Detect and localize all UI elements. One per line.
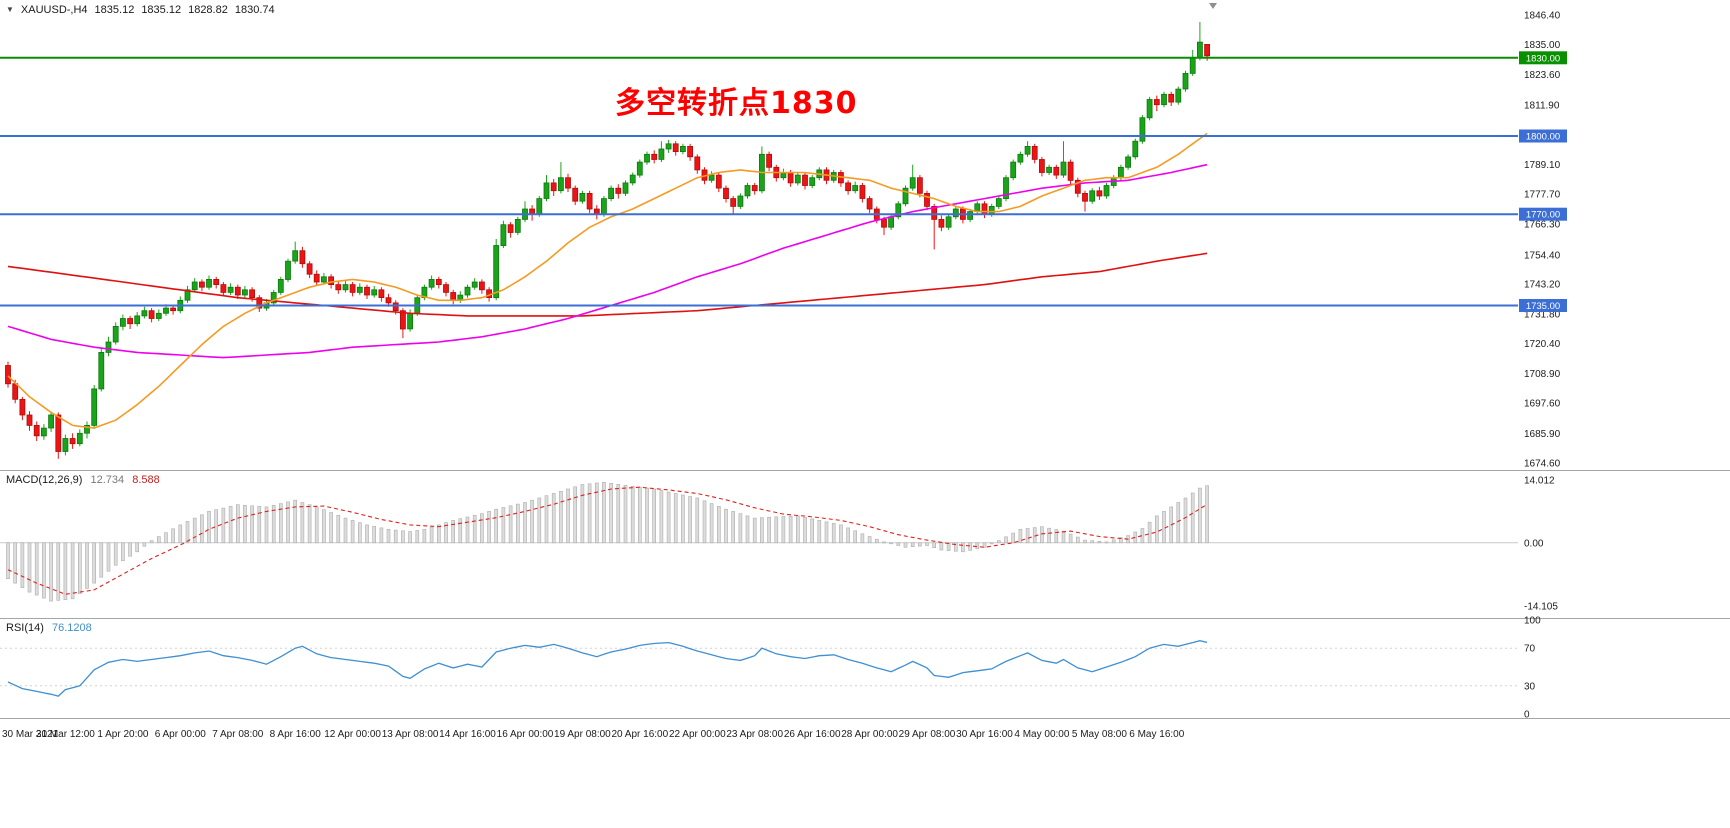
macd-indicator-label: MACD(12,26,9) 12.734 8.588 bbox=[6, 474, 160, 486]
macd-signal-line bbox=[7, 486, 1208, 595]
rsi-tick-label: 70 bbox=[1524, 644, 1536, 655]
time-tick-label: 28 Apr 00:00 bbox=[841, 729, 898, 740]
price-axis[interactable] bbox=[1518, 0, 1730, 718]
time-axis[interactable] bbox=[0, 718, 1730, 752]
price-tick-label: 1674.60 bbox=[1524, 459, 1561, 470]
rsi-tick-label: 100 bbox=[1524, 616, 1541, 627]
price-level-badge-label: 1800.00 bbox=[1526, 132, 1560, 143]
time-tick-label: 12 Apr 00:00 bbox=[324, 729, 381, 740]
price-panel[interactable] bbox=[0, 0, 1518, 470]
macd-name-label: MACD(12,26,9) bbox=[6, 474, 83, 486]
time-tick-label: 8 Apr 16:00 bbox=[270, 729, 322, 740]
price-level-badge-label: 1735.00 bbox=[1526, 301, 1560, 312]
time-tick-label: 6 May 16:00 bbox=[1129, 729, 1184, 740]
ma-fast-line bbox=[7, 132, 1208, 429]
time-tick-label: 16 Apr 00:00 bbox=[497, 729, 554, 740]
price-level-badge bbox=[1519, 207, 1567, 221]
macd-tick-label: 14.012 bbox=[1524, 476, 1555, 487]
price-tick-label: 1789.10 bbox=[1524, 160, 1561, 171]
macd-signal-value: 8.588 bbox=[132, 474, 160, 486]
ma-slow-line bbox=[7, 252, 1208, 317]
price-tick-label: 1720.40 bbox=[1524, 339, 1561, 350]
rsi-line bbox=[7, 640, 1208, 697]
price-tick-label: 1743.20 bbox=[1524, 280, 1561, 291]
price-tick-label: 1731.80 bbox=[1524, 309, 1561, 320]
price-level-badge-label: 1830.00 bbox=[1526, 53, 1560, 64]
price-tick-label: 1685.90 bbox=[1524, 429, 1561, 440]
ohlc-header: ▼ XAUUSD-,H4 1835.12 1835.12 1828.82 183… bbox=[6, 4, 275, 16]
time-tick-label: 20 Apr 16:00 bbox=[611, 729, 668, 740]
ohlc-open-value: 1835.12 bbox=[94, 4, 135, 16]
rsi-panel[interactable] bbox=[0, 618, 1518, 718]
rsi-tick-label: 0 bbox=[1524, 710, 1530, 721]
price-level-badge bbox=[1519, 129, 1567, 143]
price-level-badge-label: 1770.00 bbox=[1526, 210, 1560, 221]
ma-mid-line bbox=[7, 163, 1208, 359]
time-tick-label: 29 Apr 08:00 bbox=[899, 729, 956, 740]
time-tick-label: 30 Apr 16:00 bbox=[956, 729, 1013, 740]
candles-layer bbox=[5, 22, 1210, 459]
time-tick-label: 1 Apr 20:00 bbox=[97, 729, 149, 740]
time-tick-label: 7 Apr 08:00 bbox=[212, 729, 264, 740]
macd-panel[interactable] bbox=[0, 470, 1518, 618]
price-tick-label: 1846.40 bbox=[1524, 11, 1561, 22]
symbol-timeframe-label: XAUUSD-,H4 bbox=[20, 4, 88, 16]
chart-shift-marker-icon[interactable] bbox=[1209, 3, 1217, 9]
price-tick-label: 1811.90 bbox=[1524, 101, 1560, 112]
ohlc-high-value: 1835.12 bbox=[141, 4, 182, 16]
time-tick-label: 22 Apr 00:00 bbox=[669, 729, 726, 740]
time-tick-label: 13 Apr 08:00 bbox=[382, 729, 439, 740]
price-tick-label: 1835.00 bbox=[1524, 40, 1561, 51]
rsi-name-label: RSI(14) bbox=[6, 622, 44, 634]
time-tick-label: 6 Apr 00:00 bbox=[155, 729, 207, 740]
price-tick-label: 1766.30 bbox=[1524, 219, 1561, 230]
price-tick-label: 1823.60 bbox=[1524, 70, 1561, 81]
ohlc-low-value: 1828.82 bbox=[188, 4, 228, 16]
time-tick-label: 30 Mar 2021 bbox=[2, 729, 59, 740]
chart-annotation: 多空转折点1830 bbox=[615, 86, 858, 121]
ohlc-close-value: 1830.74 bbox=[234, 4, 275, 16]
time-tick-label: 4 May 00:00 bbox=[1014, 729, 1069, 740]
macd-main-value: 12.734 bbox=[90, 474, 125, 486]
time-tick-label: 31 Mar 12:00 bbox=[36, 729, 95, 740]
price-tick-label: 1697.60 bbox=[1524, 399, 1561, 410]
price-level-badge bbox=[1519, 51, 1567, 65]
rsi-value: 76.1208 bbox=[51, 622, 92, 634]
symbol-marker-icon: ▼ bbox=[6, 4, 14, 14]
price-level-badge bbox=[1519, 299, 1567, 312]
price-tick-label: 1754.40 bbox=[1524, 250, 1561, 261]
time-tick-label: 5 May 08:00 bbox=[1072, 729, 1127, 740]
rsi-indicator-label: RSI(14) 76.1208 bbox=[6, 622, 92, 634]
macd-tick-label: 0.00 bbox=[1524, 538, 1544, 549]
time-tick-label: 14 Apr 16:00 bbox=[439, 729, 496, 740]
time-tick-label: 26 Apr 16:00 bbox=[784, 729, 841, 740]
time-tick-label: 19 Apr 08:00 bbox=[554, 729, 611, 740]
price-tick-label: 1777.70 bbox=[1524, 190, 1561, 201]
macd-tick-label: -14.105 bbox=[1524, 602, 1558, 613]
price-tick-label: 1708.90 bbox=[1524, 369, 1561, 380]
time-tick-label: 23 Apr 08:00 bbox=[726, 729, 783, 740]
rsi-tick-label: 30 bbox=[1524, 681, 1536, 692]
macd-histogram bbox=[6, 481, 1209, 602]
